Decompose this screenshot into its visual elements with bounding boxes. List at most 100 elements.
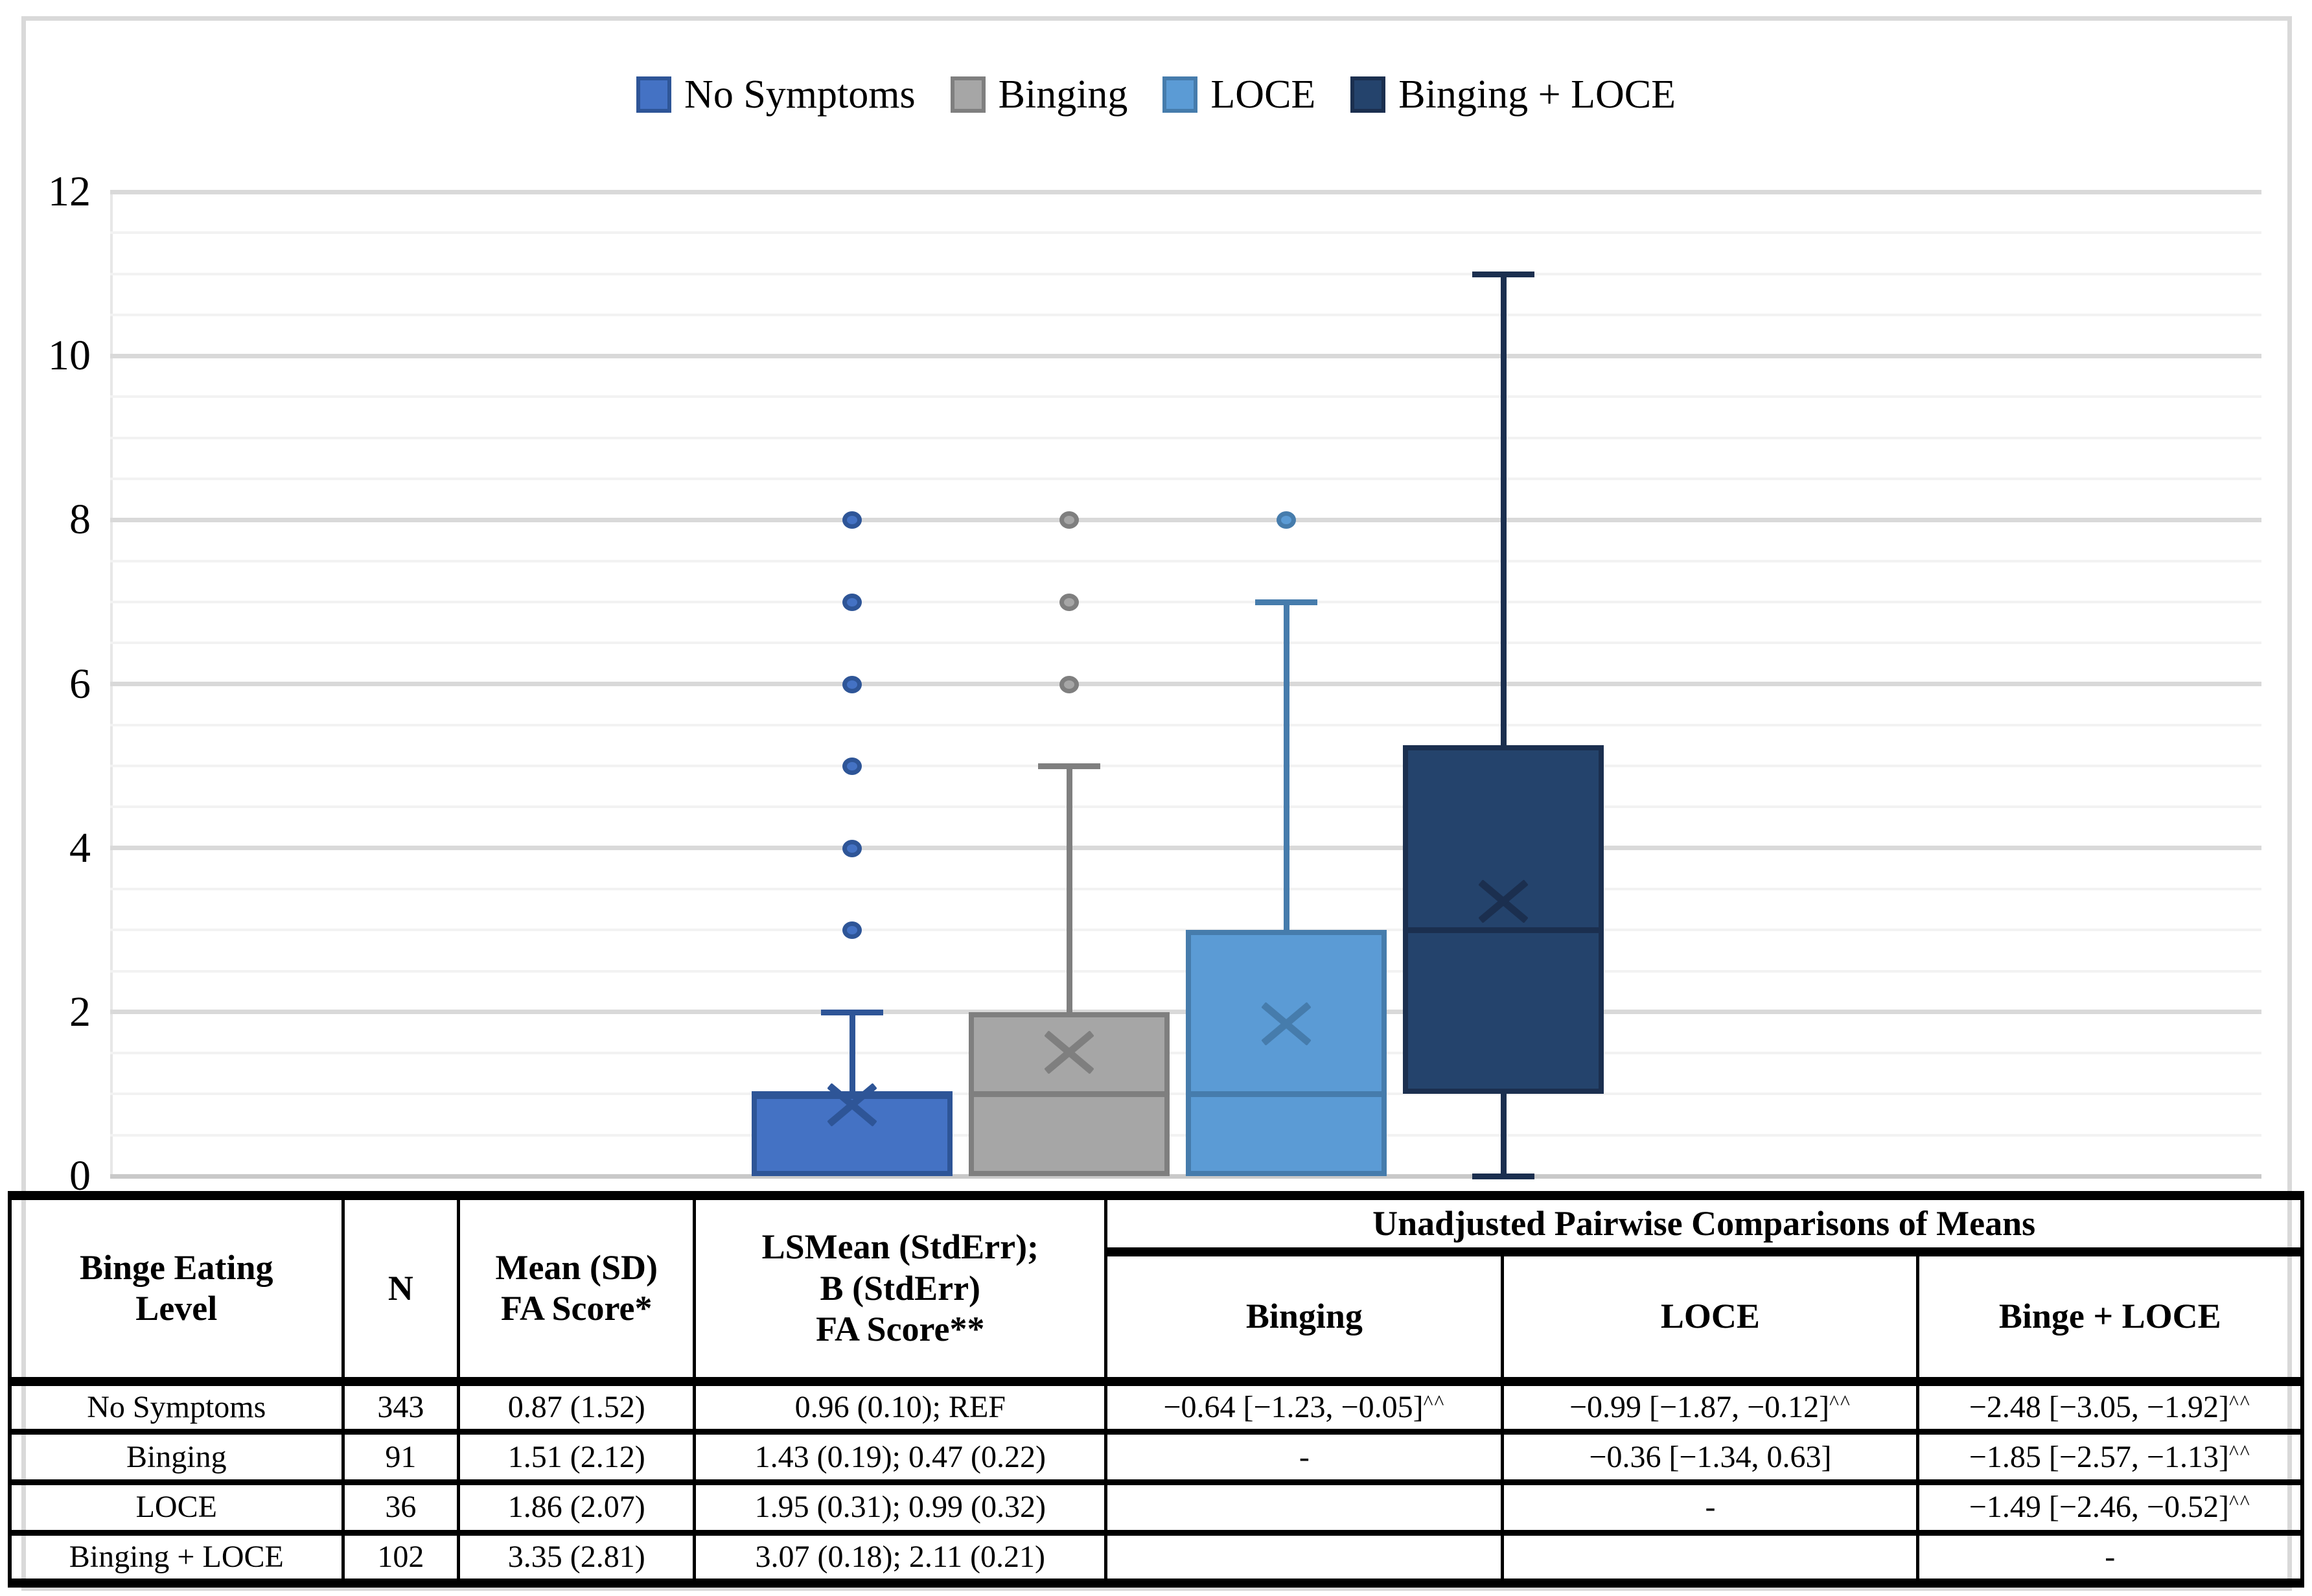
table-cell: 1.51 (2.12): [457, 1429, 697, 1485]
table-cell: −2.48 [−3.05, −1.92]^^: [1916, 1378, 2304, 1435]
upper-whisker-cap: [821, 1009, 883, 1015]
minor-gridline: [110, 272, 2261, 275]
legend-label: No Symptoms: [684, 73, 916, 117]
lower-whisker-line: [1501, 1094, 1507, 1176]
major-gridline: [110, 846, 2261, 851]
table-cell: −0.64 [−1.23, −0.05]^^: [1104, 1378, 1505, 1435]
table-cell: Binging: [8, 1429, 345, 1485]
box-2: [1186, 930, 1387, 1176]
header-sub-binge-loce: Binge + LOCE: [1916, 1250, 2304, 1386]
header-n: N: [341, 1194, 461, 1386]
y-axis-tick-label: 2: [69, 988, 91, 1035]
table-cell: 1.95 (0.31); 0.99 (0.32): [693, 1479, 1108, 1536]
legend-swatch-icon: [1162, 76, 1198, 113]
mean-marker: [1046, 1032, 1092, 1072]
upper-whisker-cap: [1472, 271, 1534, 277]
legend-item: No Symptoms: [636, 75, 916, 115]
table-cell: [1501, 1529, 1920, 1586]
table-cell: −0.36 [−1.34, 0.63]: [1501, 1429, 1920, 1485]
minor-gridline: [110, 765, 2261, 768]
y-axis-tick-label: 10: [48, 332, 91, 380]
minor-gridline: [110, 805, 2261, 809]
table-cell: -: [1104, 1429, 1505, 1485]
table-cell: −1.49 [−2.46, −0.52]^^: [1916, 1479, 2304, 1536]
header-sub-loce: LOCE: [1501, 1250, 1920, 1386]
legend-swatch-icon: [636, 76, 672, 113]
outlier-dot: [1059, 511, 1079, 529]
median-line: [1403, 927, 1604, 934]
header-mean-sd: Mean (SD) FA Score*: [457, 1194, 697, 1386]
legend-label: Binging + LOCE: [1398, 73, 1676, 117]
minor-gridline: [110, 642, 2261, 645]
table-cell: 1.86 (2.07): [457, 1479, 697, 1536]
table-cell: −1.85 [−2.57, −1.13]^^: [1916, 1429, 2304, 1485]
table-cell: 0.96 (0.10); REF: [693, 1378, 1108, 1435]
summary-table: Binge Eating Level N Mean (SD) FA Score*…: [8, 1191, 2304, 1588]
table-cell: 3.35 (2.81): [457, 1529, 697, 1586]
table-cell: Binging + LOCE: [8, 1529, 345, 1586]
outlier-dot: [1059, 593, 1079, 611]
figure-border: [21, 16, 2292, 1591]
legend-item: Binging: [950, 73, 1128, 117]
table-cell: -: [1501, 1479, 1920, 1536]
minor-gridline: [110, 231, 2261, 235]
minor-gridline: [110, 600, 2261, 603]
mean-marker: [1263, 1004, 1310, 1044]
minor-gridline: [110, 313, 2261, 316]
header-pairwise-group: Unadjusted Pairwise Comparisons of Means: [1104, 1194, 2304, 1256]
upper-whisker-line: [1501, 273, 1507, 746]
table-cell: -: [1916, 1529, 2304, 1586]
major-gridline: [110, 682, 2261, 686]
statistics-table: Binge Eating Level N Mean (SD) FA Score*…: [8, 1191, 2304, 1588]
minor-gridline: [110, 887, 2261, 890]
major-gridline: [110, 353, 2261, 358]
y-axis-tick-label: 6: [69, 660, 91, 708]
legend-swatch-icon: [1350, 76, 1386, 113]
median-line: [1186, 1091, 1387, 1098]
header-sub-binging: Binging: [1104, 1250, 1505, 1386]
table-cell: 102: [341, 1529, 461, 1586]
y-axis-tick-label: 12: [48, 168, 91, 215]
legend-label: Binging: [998, 73, 1128, 117]
plot-area: [110, 189, 2261, 1179]
table-row: LOCE 36 1.86 (2.07) 1.95 (0.31); 0.99 (0…: [8, 1479, 2304, 1536]
outlier-dot: [842, 758, 862, 776]
table-cell: 36: [341, 1479, 461, 1536]
header-binge-eating-level: Binge Eating Level: [8, 1194, 345, 1386]
outlier-dot: [842, 839, 862, 857]
table-cell: LOCE: [8, 1479, 345, 1536]
y-axis-tick-label: 4: [69, 824, 91, 872]
table-cell: 1.43 (0.19); 0.47 (0.22): [693, 1429, 1108, 1485]
header-lsmean: LSMean (StdErr); B (StdErr) FA Score**: [693, 1194, 1108, 1386]
upper-whisker-line: [850, 1012, 855, 1094]
table-cell: −0.99 [−1.87, −0.12]^^: [1501, 1378, 1920, 1435]
major-gridline: [110, 189, 2261, 194]
lower-whisker-cap: [1472, 1174, 1534, 1179]
mean-marker: [1480, 881, 1527, 921]
mean-marker: [829, 1085, 875, 1125]
table-row: Binging 91 1.51 (2.12) 1.43 (0.19); 0.47…: [8, 1429, 2304, 1485]
table-cell: 91: [341, 1429, 461, 1485]
table-cell: [1104, 1479, 1505, 1536]
legend-swatch-icon: [950, 76, 986, 113]
outlier-dot: [842, 675, 862, 693]
x-axis-line: [110, 1174, 2261, 1179]
legend-item: Binging + LOCE: [1350, 75, 1676, 115]
upper-whisker-line: [1067, 766, 1072, 1012]
upper-whisker-cap: [1255, 599, 1317, 605]
minor-gridline: [110, 436, 2261, 439]
outlier-dot: [842, 511, 862, 529]
median-line: [969, 1091, 1170, 1098]
table-cell: [1104, 1529, 1505, 1586]
outlier-dot: [1059, 675, 1079, 693]
minor-gridline: [110, 559, 2261, 562]
minor-gridline: [110, 723, 2261, 726]
outlier-dot: [842, 593, 862, 611]
table-row: Binging + LOCE 102 3.35 (2.81) 3.07 (0.1…: [8, 1529, 2304, 1586]
table-cell: 343: [341, 1378, 461, 1435]
major-gridline: [110, 517, 2261, 522]
upper-whisker-line: [1284, 601, 1289, 931]
outlier-dot: [842, 921, 862, 940]
legend: No Symptoms Binging LOCE Binging + LOCE: [0, 56, 2312, 133]
